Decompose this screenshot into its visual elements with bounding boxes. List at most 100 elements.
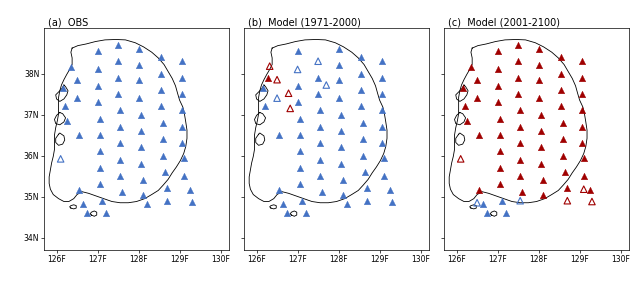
Point: [133, 78, 144, 82]
Point: [578, 187, 589, 191]
Point: [156, 71, 166, 76]
Point: [185, 188, 195, 193]
Point: [533, 47, 544, 51]
Point: [515, 125, 525, 129]
Point: [95, 182, 105, 187]
Point: [377, 75, 387, 80]
Point: [377, 59, 387, 64]
Point: [315, 141, 325, 145]
Point: [333, 63, 344, 68]
Point: [93, 100, 103, 105]
Point: [113, 59, 123, 64]
Point: [265, 64, 275, 68]
Point: [158, 137, 168, 141]
Point: [135, 112, 145, 117]
Point: [160, 170, 170, 174]
Point: [358, 137, 368, 141]
Point: [462, 118, 472, 123]
Point: [478, 202, 488, 206]
Point: [55, 156, 65, 161]
Point: [535, 112, 545, 117]
Point: [533, 63, 544, 68]
Point: [460, 104, 470, 108]
Point: [135, 145, 145, 150]
Point: [162, 199, 172, 203]
Point: [472, 96, 482, 101]
Point: [474, 133, 485, 137]
Point: [356, 88, 366, 92]
Point: [187, 199, 197, 204]
Point: [297, 199, 307, 203]
Point: [495, 149, 505, 154]
Point: [517, 190, 527, 195]
Point: [313, 75, 323, 80]
Point: [315, 108, 325, 113]
Point: [493, 83, 503, 88]
Point: [317, 190, 327, 195]
Point: [495, 182, 505, 187]
Point: [178, 174, 189, 178]
Point: [560, 170, 570, 174]
Point: [93, 49, 103, 53]
Point: [142, 202, 152, 206]
Point: [458, 85, 468, 90]
Point: [577, 125, 587, 129]
Point: [515, 174, 525, 178]
Point: [377, 125, 387, 129]
Point: [556, 104, 566, 108]
Point: [333, 78, 344, 82]
Text: (c)  Model (2001-2100): (c) Model (2001-2100): [448, 18, 560, 28]
Point: [295, 116, 305, 121]
Point: [293, 83, 303, 88]
Point: [115, 125, 125, 129]
Point: [358, 120, 368, 125]
Point: [558, 120, 568, 125]
Point: [472, 78, 482, 82]
Point: [515, 199, 525, 203]
Point: [60, 104, 70, 108]
Point: [95, 116, 105, 121]
Point: [387, 199, 397, 204]
Point: [177, 75, 187, 80]
Point: [293, 49, 303, 53]
Point: [558, 153, 568, 158]
Point: [115, 141, 125, 145]
Point: [513, 92, 523, 96]
Point: [156, 55, 166, 59]
Point: [295, 133, 305, 137]
Point: [535, 145, 545, 150]
Point: [377, 141, 387, 145]
Point: [117, 190, 127, 195]
Point: [335, 162, 345, 166]
Point: [333, 96, 344, 101]
Point: [113, 92, 123, 96]
Point: [360, 170, 370, 174]
Point: [578, 155, 589, 160]
Point: [263, 76, 273, 81]
Point: [587, 199, 597, 204]
Point: [177, 141, 187, 145]
Point: [313, 59, 323, 64]
Point: [362, 186, 372, 191]
Point: [533, 96, 544, 101]
Point: [466, 65, 476, 70]
Point: [178, 155, 189, 160]
Point: [535, 129, 545, 133]
Point: [321, 83, 331, 87]
Point: [335, 112, 345, 117]
Point: [362, 199, 372, 203]
Point: [315, 174, 325, 178]
Point: [578, 174, 589, 178]
Point: [535, 162, 545, 166]
Point: [493, 67, 503, 72]
Point: [577, 59, 587, 64]
Point: [93, 83, 103, 88]
Point: [72, 78, 82, 82]
Point: [135, 129, 145, 133]
Point: [177, 92, 187, 96]
Point: [258, 85, 268, 90]
Point: [556, 55, 566, 59]
Point: [113, 43, 123, 47]
Point: [274, 133, 284, 137]
Point: [158, 120, 168, 125]
